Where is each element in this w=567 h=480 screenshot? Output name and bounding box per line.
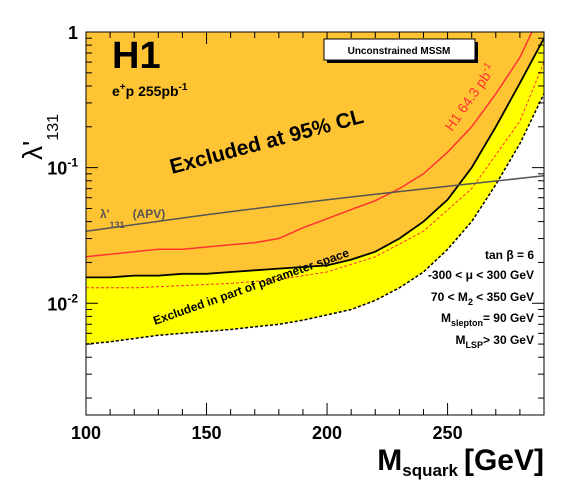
y-tick-label: 1 <box>68 23 78 43</box>
apv-label: λ'131(APV) <box>100 207 165 230</box>
mssm-box: Unconstrained MSSM <box>323 38 478 63</box>
partially-excluded-region <box>86 38 544 345</box>
mssm-box-label: Unconstrained MSSM <box>348 46 451 57</box>
y-tick-label: 10-1 <box>47 156 78 179</box>
parameter-line: MLSP> 30 GeV <box>455 333 534 350</box>
plot-frame <box>85 31 545 416</box>
previous-limit-line <box>86 32 533 258</box>
experiment-label: H1 <box>112 35 161 77</box>
apv-limit-line <box>86 175 544 232</box>
parameter-line: -300 < μ < 300 GeV <box>428 268 534 282</box>
x-tick-label: 250 <box>433 423 463 443</box>
x-tick-label: 150 <box>192 423 222 443</box>
x-tick-label: 100 <box>71 423 101 443</box>
parameter-list: tan β = 6 -300 < μ < 300 GeV 70 < M2 < 350… <box>428 248 534 350</box>
dashed-limit-line <box>86 61 544 289</box>
partial-exclusion-line <box>86 93 544 345</box>
x-tick-label: 200 <box>312 423 342 443</box>
parameter-line: Mslepton= 90 GeV <box>441 311 534 328</box>
parameter-line: tan β = 6 <box>485 248 534 262</box>
full-exclusion-line <box>86 37 544 279</box>
y-axis-title: λ'131 <box>17 114 62 160</box>
y-tick-label: 10-2 <box>47 291 78 314</box>
x-axis-title: Msquark [GeV] <box>377 444 544 480</box>
parameter-line: 70 < M2 < 350 GeV <box>431 290 534 307</box>
dataset-label: e+p 255pb-1 <box>112 82 188 99</box>
